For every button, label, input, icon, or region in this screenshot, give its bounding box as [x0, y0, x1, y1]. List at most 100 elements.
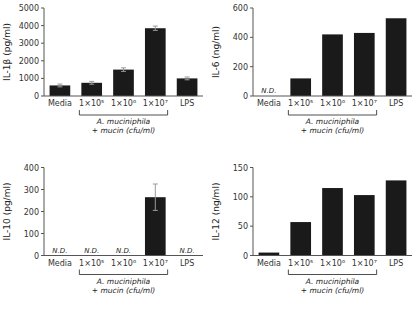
bracket: [288, 270, 376, 275]
x-tick-label: 1×10⁵: [79, 259, 104, 268]
error-cap: [153, 184, 158, 185]
x-tick-label: LPS: [180, 99, 194, 108]
error-bar: [57, 84, 62, 87]
x-tick-label: LPS: [389, 259, 403, 268]
error-cap: [121, 67, 126, 68]
y-axis-label: IL-12 (ng/ml): [211, 183, 221, 241]
bar: [290, 222, 311, 255]
bracket: [79, 270, 167, 275]
y-tick-label: 3000: [19, 39, 39, 48]
x-tick-label: 1×10⁶: [111, 259, 136, 268]
bar: [50, 85, 71, 96]
y-tick-label: 400: [24, 164, 39, 173]
bracket-label-line: + mucin (cfu/ml): [92, 126, 155, 135]
y-tick: [41, 96, 44, 97]
nd-label: N.D.: [116, 247, 131, 255]
y-tick: [250, 66, 253, 67]
x-tick-label: 1×10⁵: [288, 259, 313, 268]
x-tick-label: 1×10⁵: [288, 99, 313, 108]
error-cap: [89, 84, 94, 85]
marks: [50, 26, 198, 96]
marks: [145, 184, 166, 256]
error-cap: [153, 30, 158, 31]
x-tick-label: 1×10⁷: [352, 99, 377, 108]
y-tick-label: 5000: [19, 4, 39, 13]
y-tick-label: 0: [34, 92, 39, 101]
y-axis: [253, 8, 254, 96]
nd-label: N.D.: [84, 247, 99, 255]
y-tick-label: 0: [243, 252, 248, 261]
y-axis: [44, 8, 45, 96]
x-tick-label: 1×10⁷: [352, 259, 377, 268]
y-tick: [41, 25, 44, 26]
error-cap: [89, 81, 94, 82]
x-tick-label: 1×10⁷: [143, 99, 168, 108]
x-tick-label: Media: [48, 99, 72, 108]
x-tick-label: 1×10⁶: [320, 99, 345, 108]
y-tick: [250, 255, 253, 256]
bar: [386, 180, 407, 255]
x-axis: [253, 96, 412, 97]
y-tick-label: 2000: [19, 57, 39, 66]
y-tick-label: 0: [243, 92, 248, 101]
bracket: [79, 110, 167, 115]
x-axis: [44, 255, 203, 256]
bracket-label: A. muciniphila+ mucin (cfu/ml): [301, 117, 364, 135]
y-tick-label: 50: [238, 222, 248, 231]
bar: [290, 78, 311, 96]
y-tick: [250, 226, 253, 227]
bracket-label-line: A. muciniphila: [96, 117, 151, 126]
y-tick: [41, 78, 44, 79]
nd-label: N.D.: [52, 247, 67, 255]
error-bar: [185, 77, 190, 80]
bar: [354, 195, 375, 255]
x-tick-label: Media: [48, 259, 72, 268]
x-tick-label: Media: [257, 99, 281, 108]
error-cap: [57, 84, 62, 85]
y-tick: [41, 255, 44, 256]
x-tick-label: Media: [257, 259, 281, 268]
y-tick-label: 150: [233, 164, 248, 173]
bracket-label-line: A. muciniphila: [96, 277, 151, 286]
y-tick-label: 200: [233, 63, 248, 72]
y-axis-label: IL-6 (ng/ml): [211, 26, 221, 78]
bracket: [288, 110, 376, 115]
y-tick: [250, 37, 253, 38]
x-tick-label: 1×10⁷: [143, 259, 168, 268]
x-axis: [44, 96, 203, 97]
error-bar: [121, 68, 126, 72]
error-cap: [185, 79, 190, 80]
x-axis: [253, 255, 412, 256]
x-tick-label: 1×10⁶: [320, 259, 345, 268]
bracket-label: A. muciniphila+ mucin (cfu/ml): [92, 117, 155, 135]
bracket-label-line: A. muciniphila: [305, 277, 360, 286]
marks: [290, 18, 406, 96]
error-stem: [123, 68, 124, 72]
panel: 010002000300040005000Media1×10⁵1×10⁶1×10…: [2, 4, 203, 135]
y-axis: [253, 168, 254, 256]
bar: [322, 34, 343, 96]
bar: [177, 78, 198, 96]
error-bar: [153, 26, 158, 30]
y-tick: [41, 167, 44, 168]
bar: [354, 33, 375, 96]
y-tick: [41, 189, 44, 190]
y-tick: [250, 8, 253, 9]
y-tick-label: 0: [34, 252, 39, 261]
bar: [81, 83, 102, 96]
bar: [113, 70, 134, 96]
y-tick-label: 200: [24, 208, 39, 217]
y-tick: [250, 96, 253, 97]
y-tick-label: 1000: [19, 74, 39, 83]
error-stem: [155, 184, 156, 210]
error-bar: [153, 184, 158, 210]
error-cap: [185, 76, 190, 77]
y-tick-label: 600: [233, 4, 248, 13]
y-tick-label: 100: [24, 230, 39, 239]
error-stem: [155, 26, 156, 30]
y-tick: [250, 196, 253, 197]
x-tick-label: 1×10⁶: [111, 99, 136, 108]
x-tick-label: LPS: [180, 259, 194, 268]
marks: [259, 180, 407, 255]
y-axis-label: IL-1β (pg/ml): [2, 23, 12, 81]
